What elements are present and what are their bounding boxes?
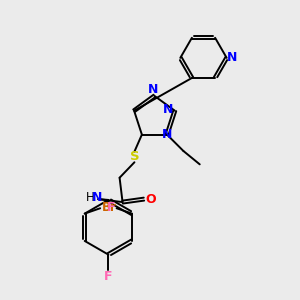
- Text: N: N: [163, 103, 173, 116]
- Text: N: N: [227, 51, 237, 64]
- Text: S: S: [130, 150, 139, 164]
- Text: N: N: [92, 191, 102, 204]
- Text: F: F: [104, 270, 112, 283]
- Text: H: H: [85, 191, 94, 204]
- Text: N: N: [162, 128, 172, 141]
- Text: F: F: [106, 201, 115, 214]
- Text: N: N: [148, 83, 158, 96]
- Text: O: O: [145, 193, 156, 206]
- Text: Br: Br: [102, 201, 117, 214]
